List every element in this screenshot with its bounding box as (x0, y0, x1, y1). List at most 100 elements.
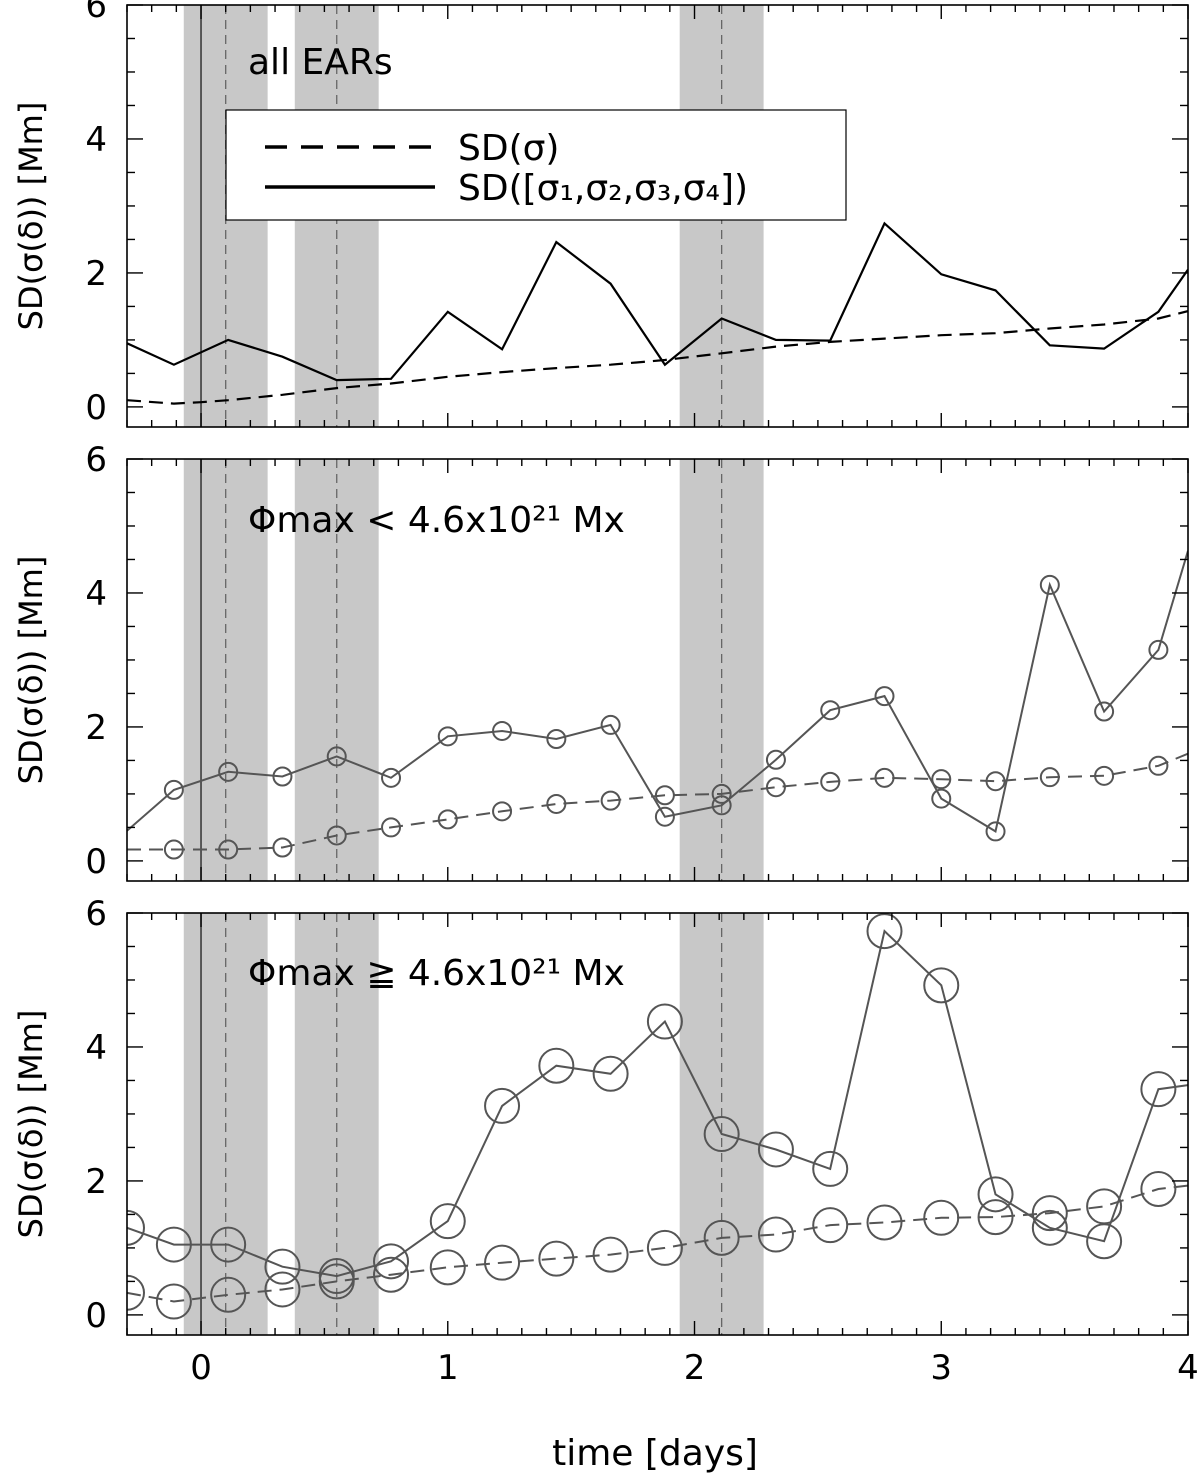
plot-frame (126, 458, 1189, 882)
y-tick-label: 6 (85, 440, 107, 480)
marker-sd-sigma (1031, 1195, 1068, 1232)
panel-low-flux: 0 2 4 6 SD(σ(δ)) [Mm] (12, 440, 1189, 882)
marker-sd-sigma (538, 1240, 575, 1277)
y-tick-label: 2 (85, 708, 107, 748)
panel-annotation-low-flux: Φmax < 4.6x10²¹ Mx (248, 500, 625, 541)
y-axis-title: SD(σ(δ)) [Mm] (12, 1010, 50, 1239)
y-tick-label: 2 (85, 1162, 107, 1202)
marker-sd-sigma-components (1148, 639, 1169, 660)
marker-sd-sigma-components (646, 1003, 683, 1040)
y-tick-label: 0 (85, 842, 107, 882)
marker-sd-sigma-components (931, 788, 952, 809)
marker-sd-sigma (931, 769, 952, 790)
marker-sd-sigma-components (600, 714, 621, 735)
legend: SD(σ) SD([σ₁,σ₂,σ₃,σ₄]) (225, 109, 847, 221)
marker-sd-sigma (646, 1229, 683, 1266)
marker-sd-sigma (1148, 755, 1169, 776)
marker-sd-sigma-components (163, 779, 184, 800)
marker-sd-sigma-components (765, 749, 786, 770)
marker-sd-sigma-components (1031, 1209, 1068, 1246)
marker-sd-sigma-components (155, 1226, 192, 1263)
marker-sd-sigma (600, 790, 621, 811)
marker-sd-sigma (326, 825, 347, 846)
marker-sd-sigma-components (127, 1209, 145, 1246)
marker-sd-sigma (923, 1199, 960, 1236)
plot-area (127, 550, 1188, 860)
plot-area (127, 221, 1188, 405)
marker-sd-sigma (210, 1276, 247, 1313)
legend-box (225, 109, 847, 221)
marker-sd-sigma (985, 771, 1006, 792)
marker-sd-sigma (977, 1199, 1014, 1236)
plot-area (127, 913, 1188, 1320)
marker-sd-sigma-components (977, 1176, 1014, 1213)
marker-sd-sigma-components (923, 967, 960, 1004)
marker-sd-sigma-components (484, 1087, 521, 1124)
marker-sd-sigma-components (381, 767, 402, 788)
marker-sd-sigma-components (326, 746, 347, 767)
marker-sd-sigma-components (711, 795, 732, 816)
series-line-sd-sigma (127, 752, 1188, 851)
marker-sd-sigma (812, 1207, 849, 1244)
marker-sd-sigma-components (1086, 1223, 1123, 1260)
y-axis-title: SD(σ(δ)) [Mm] (12, 556, 50, 785)
marker-sd-sigma-components (654, 806, 675, 827)
marker-sd-sigma-components (757, 1131, 794, 1168)
marker-sd-sigma (1094, 765, 1115, 786)
marker-sd-sigma (866, 1204, 903, 1241)
marker-sd-sigma-components (874, 686, 895, 707)
marker-sd-sigma-components (546, 728, 567, 749)
marker-sd-sigma-components (437, 726, 458, 747)
marker-sd-sigma (381, 817, 402, 838)
panel-annotation-high-flux: Φmax ≧ 4.6x10²¹ Mx (248, 953, 625, 994)
y-tick-label: 0 (85, 1296, 107, 1336)
legend-dashed-label: SD(σ) (458, 128, 559, 169)
marker-sd-sigma-components (210, 1226, 247, 1263)
marker-sd-sigma-components (812, 1150, 849, 1187)
plot-frame (126, 4, 1189, 428)
marker-sd-sigma-components (985, 821, 1006, 842)
marker-sd-sigma-components (429, 1203, 466, 1240)
marker-sd-sigma-components (703, 1116, 740, 1153)
series-line-sd-sigma (127, 310, 1188, 405)
marker-sd-sigma-components (820, 700, 841, 721)
y-tick-label: 6 (85, 894, 107, 934)
marker-sd-sigma (492, 801, 513, 822)
marker-sd-sigma (1140, 1170, 1177, 1207)
marker-sd-sigma (429, 1249, 466, 1286)
marker-sd-sigma (484, 1244, 521, 1281)
marker-sd-sigma (874, 767, 895, 788)
marker-sd-sigma (654, 785, 675, 806)
y-tick-label: 0 (85, 388, 107, 428)
y-tick-label: 4 (85, 120, 107, 160)
series-line-sd-sigma (127, 1184, 1188, 1303)
marker-sd-sigma (765, 777, 786, 798)
y-tick-label: 4 (85, 574, 107, 614)
marker-sd-sigma-components (264, 1248, 301, 1285)
y-tick-label: 4 (85, 1028, 107, 1068)
panel-annotation-all-ears: all EARs (248, 42, 393, 83)
marker-sd-sigma-components (1140, 1071, 1177, 1108)
series-line-sd-sigma-components (127, 929, 1188, 1278)
marker-sd-sigma-components (866, 913, 903, 950)
marker-sd-sigma (437, 809, 458, 830)
marker-sd-sigma (711, 783, 732, 804)
marker-sd-sigma (546, 793, 567, 814)
marker-sd-sigma-components (538, 1047, 575, 1084)
marker-sd-sigma (163, 839, 184, 860)
panel-high-flux: 0 2 4 6 SD(σ(δ)) [Mm] 0 1 2 3 4 (12, 894, 1199, 1388)
x-tick-label: 3 (930, 1348, 952, 1388)
marker-sd-sigma-components (492, 720, 513, 741)
y-axis-title: SD(σ(δ)) [Mm] (12, 102, 50, 331)
marker-sd-sigma-components (1039, 574, 1060, 595)
plot-frame (126, 912, 1189, 1336)
marker-sd-sigma (127, 1274, 145, 1311)
marker-sd-sigma (155, 1283, 192, 1320)
x-tick-label: 2 (684, 1348, 706, 1388)
x-tick-label: 1 (437, 1348, 459, 1388)
y-tick-label: 2 (85, 254, 107, 294)
series-line-sd-sigma-components (127, 550, 1188, 833)
x-tick-label: 4 (1177, 1348, 1199, 1388)
